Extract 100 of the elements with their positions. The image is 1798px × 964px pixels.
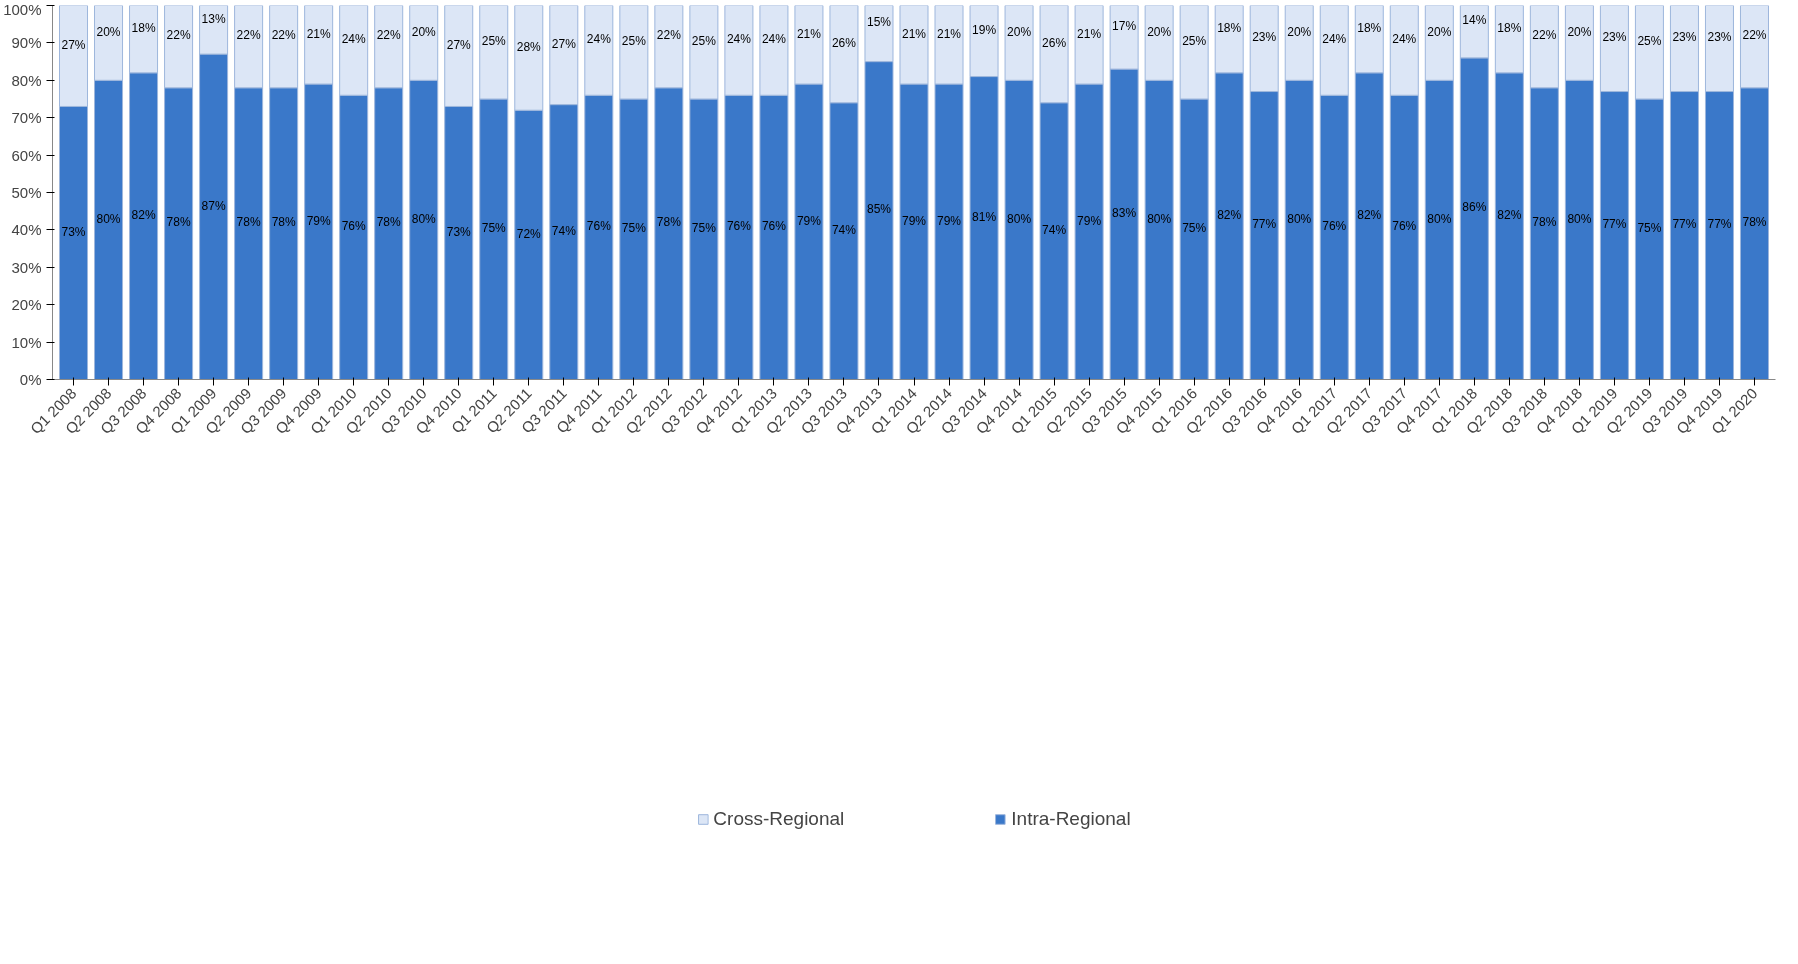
data-label: 77% xyxy=(1672,217,1697,232)
data-label: 82% xyxy=(1357,207,1382,222)
data-label: 75% xyxy=(1637,221,1662,236)
data-label: 75% xyxy=(1182,221,1207,236)
data-label: 80% xyxy=(411,211,437,226)
data-label: 23% xyxy=(1672,30,1697,45)
data-label: 25% xyxy=(691,34,717,49)
data-label: 87% xyxy=(201,198,226,213)
data-label: 25% xyxy=(1182,34,1207,49)
data-label: 78% xyxy=(271,215,296,230)
data-label: 82% xyxy=(1217,207,1242,222)
data-label: 21% xyxy=(796,26,822,41)
data-label: 22% xyxy=(1742,28,1767,43)
data-label: 23% xyxy=(1252,30,1277,45)
data-label: 21% xyxy=(306,26,331,41)
data-label: 24% xyxy=(1392,32,1417,47)
data-label: 77% xyxy=(1602,217,1627,232)
data-label: 15% xyxy=(866,15,892,30)
y-tick-label: 60% xyxy=(11,146,42,164)
data-label: 26% xyxy=(831,35,857,50)
data-label: 20% xyxy=(1287,24,1312,39)
data-label: 82% xyxy=(131,207,156,222)
data-label: 81% xyxy=(972,209,997,224)
y-tick-label: 20% xyxy=(11,296,42,314)
data-label: 19% xyxy=(972,22,997,37)
data-label: 24% xyxy=(1322,32,1347,47)
y-tick-label: 90% xyxy=(11,34,42,52)
y-tick-label: 0% xyxy=(19,371,42,388)
data-label: 20% xyxy=(96,24,121,39)
data-label: 79% xyxy=(796,213,822,228)
data-label: 28% xyxy=(516,39,542,54)
data-label: 76% xyxy=(726,219,752,234)
data-label: 76% xyxy=(586,219,612,234)
data-label: 22% xyxy=(271,28,296,43)
data-label: 78% xyxy=(166,215,191,230)
data-label: 73% xyxy=(61,224,86,239)
data-label: 86% xyxy=(1462,200,1487,215)
data-label: 14% xyxy=(1462,13,1487,28)
data-label: 76% xyxy=(1392,219,1417,234)
y-tick-label: 70% xyxy=(11,109,42,127)
data-label: 20% xyxy=(1567,24,1592,39)
data-label: 74% xyxy=(1042,222,1067,237)
y-tick-label: 50% xyxy=(11,184,42,201)
data-label: 77% xyxy=(1707,217,1732,232)
data-label: 74% xyxy=(551,223,577,238)
data-label: 80% xyxy=(1007,211,1032,226)
data-label: 85% xyxy=(866,202,892,217)
data-label: 24% xyxy=(726,32,752,47)
data-label: 21% xyxy=(937,26,962,41)
data-label: 20% xyxy=(1427,24,1452,39)
data-label: 78% xyxy=(376,215,402,230)
data-label: 18% xyxy=(1357,20,1382,35)
data-label: 22% xyxy=(236,28,261,43)
data-label: 27% xyxy=(551,36,577,51)
y-tick-label: 40% xyxy=(11,221,42,239)
legend-label: Cross-Regional xyxy=(713,807,845,830)
data-label: 79% xyxy=(901,213,927,228)
data-label: 25% xyxy=(481,34,507,49)
data-label: 18% xyxy=(1217,20,1242,35)
data-label: 20% xyxy=(1147,24,1172,39)
data-label: 79% xyxy=(306,213,331,228)
data-label: 26% xyxy=(1042,35,1067,50)
y-tick-label: 80% xyxy=(11,71,42,89)
data-label: 27% xyxy=(446,37,472,52)
y-tick-label: 10% xyxy=(11,333,42,351)
data-label: 75% xyxy=(481,221,507,236)
y-tick-label: 30% xyxy=(11,258,42,276)
data-label: 18% xyxy=(131,20,156,35)
data-label: 72% xyxy=(516,226,542,241)
data-label: 80% xyxy=(96,211,121,226)
data-label: 17% xyxy=(1112,19,1137,34)
data-label: 79% xyxy=(1077,213,1102,228)
data-label: 23% xyxy=(1707,30,1732,45)
data-label: 18% xyxy=(1497,20,1522,35)
data-label: 74% xyxy=(831,222,857,237)
data-label: 21% xyxy=(901,26,927,41)
data-label: 76% xyxy=(1322,219,1347,234)
data-label: 78% xyxy=(236,215,261,230)
data-label: 78% xyxy=(656,215,682,230)
data-label: 24% xyxy=(586,32,612,47)
data-label: 20% xyxy=(1007,24,1032,39)
data-label: 76% xyxy=(341,219,367,234)
data-label: 22% xyxy=(166,28,191,43)
data-label: 78% xyxy=(1742,215,1767,230)
data-label: 75% xyxy=(621,221,647,236)
data-label: 13% xyxy=(201,11,226,26)
data-label: 77% xyxy=(1252,217,1277,232)
data-label: 73% xyxy=(446,224,472,239)
y-tick-label: 100% xyxy=(3,0,42,18)
data-label: 21% xyxy=(1077,26,1102,41)
legend-label: Intra-Regional xyxy=(1011,807,1131,830)
data-label: 82% xyxy=(1497,207,1522,222)
data-label: 78% xyxy=(1532,215,1557,230)
data-label: 22% xyxy=(1532,28,1557,43)
data-label: 24% xyxy=(761,32,787,47)
data-label: 22% xyxy=(376,28,402,43)
data-label: 75% xyxy=(691,221,717,236)
data-label: 80% xyxy=(1567,211,1592,226)
data-label: 80% xyxy=(1287,211,1312,226)
data-label: 76% xyxy=(761,219,787,234)
